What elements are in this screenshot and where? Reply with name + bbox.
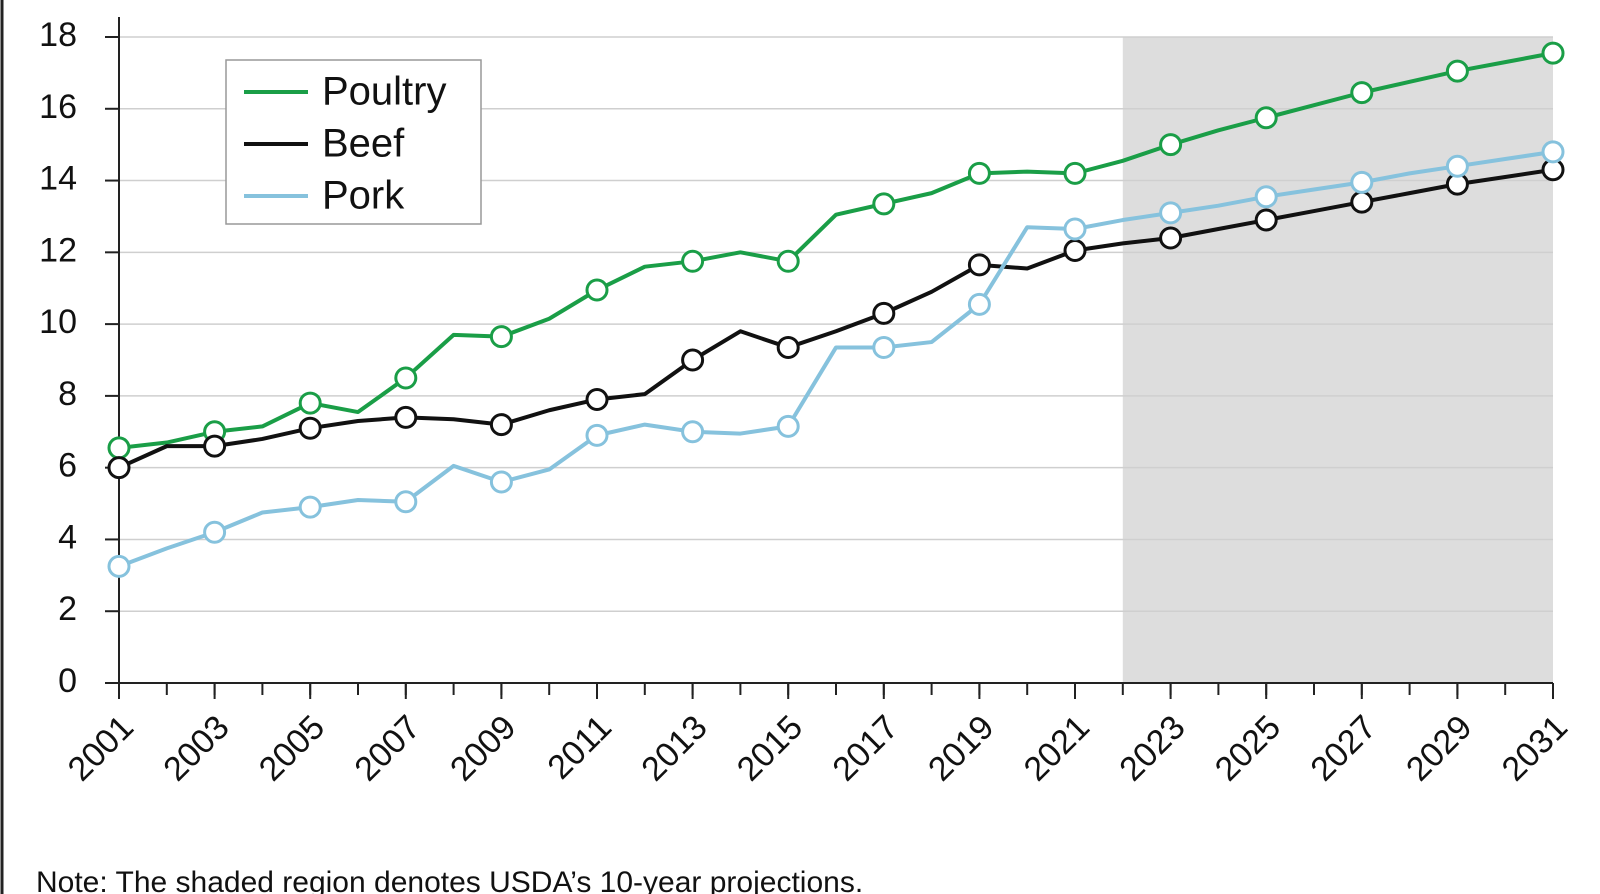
series-line <box>118 149 1554 569</box>
marker <box>1445 59 1469 83</box>
y-tick-label: 18 <box>39 16 77 54</box>
marker <box>872 335 896 359</box>
marker <box>681 249 705 273</box>
marker <box>967 161 991 185</box>
y-tick-label: 10 <box>39 303 77 341</box>
legend-label: Poultry <box>322 70 447 114</box>
marker <box>298 416 322 440</box>
marker <box>1350 190 1374 214</box>
y-tick-label: 16 <box>39 88 77 126</box>
marker <box>776 414 800 438</box>
marker <box>1254 208 1278 232</box>
projection-shade <box>1122 37 1553 683</box>
marker <box>967 292 991 316</box>
marker <box>1063 161 1087 185</box>
marker <box>1159 201 1183 225</box>
marker <box>872 301 896 325</box>
y-tick-label: 4 <box>58 518 77 556</box>
marker <box>107 554 131 578</box>
y-tick-label: 6 <box>58 447 77 485</box>
marker <box>1254 106 1278 130</box>
marker <box>681 348 705 372</box>
marker <box>872 192 896 216</box>
marker <box>585 278 609 302</box>
marker <box>394 405 418 429</box>
marker <box>1063 239 1087 263</box>
marker <box>203 520 227 544</box>
marker <box>776 249 800 273</box>
marker <box>107 456 131 480</box>
series-line <box>118 51 1554 450</box>
note: Note: The shaded region denotes USDA’s 1… <box>36 866 863 894</box>
marker <box>203 434 227 458</box>
marker <box>489 413 513 437</box>
marker <box>394 366 418 390</box>
marker <box>394 490 418 514</box>
marker <box>1350 81 1374 105</box>
legend-label: Beef <box>322 122 405 166</box>
marker <box>489 325 513 349</box>
marker <box>1159 133 1183 157</box>
y-tick-label: 12 <box>39 231 77 269</box>
marker <box>585 423 609 447</box>
marker <box>776 335 800 359</box>
marker <box>1063 217 1087 241</box>
series-line <box>118 167 1554 470</box>
y-tick-label: 14 <box>39 160 77 198</box>
marker <box>1541 41 1565 65</box>
marker <box>489 470 513 494</box>
marker <box>298 495 322 519</box>
y-tick-label: 0 <box>58 662 77 700</box>
marker <box>1541 140 1565 164</box>
legend-label: Pork <box>322 174 405 218</box>
marker <box>967 253 991 277</box>
y-tick-label: 8 <box>58 375 77 413</box>
marker <box>1159 226 1183 250</box>
marker <box>298 391 322 415</box>
marker <box>681 420 705 444</box>
y-tick-label: 2 <box>58 590 77 628</box>
marker <box>1254 185 1278 209</box>
marker <box>107 436 131 460</box>
marker <box>585 387 609 411</box>
marker <box>1350 170 1374 194</box>
marker <box>1445 154 1469 178</box>
